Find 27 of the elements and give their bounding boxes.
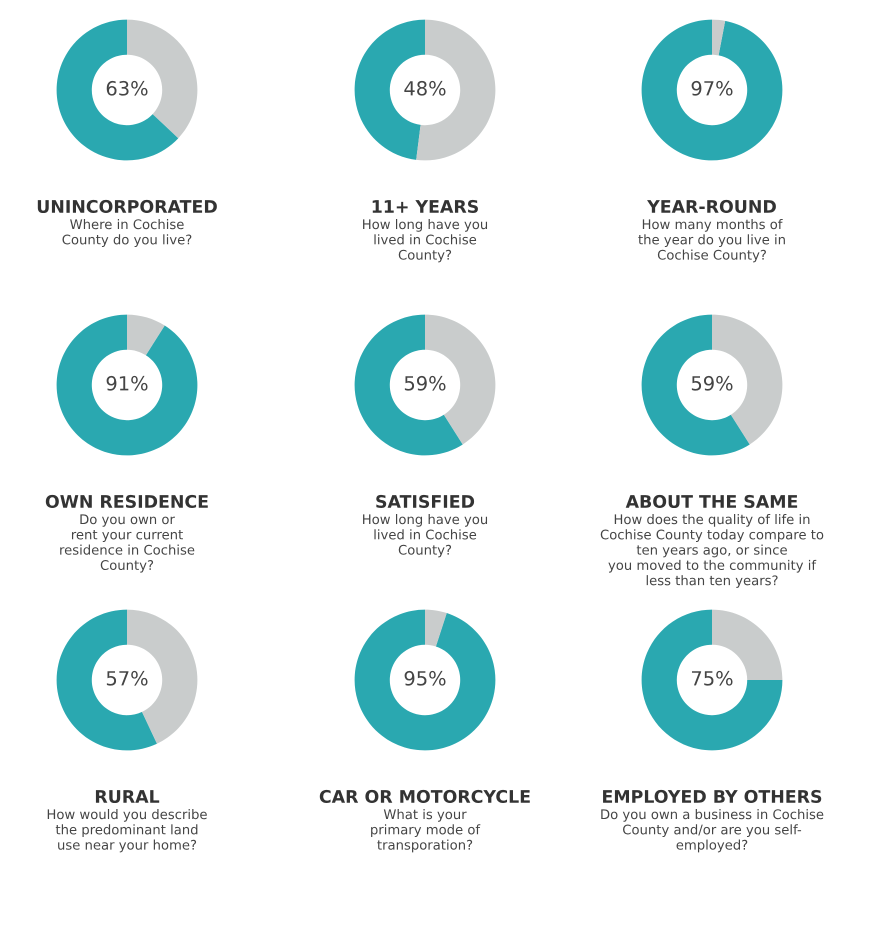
text: RURAL: [96, 790, 160, 804]
text: CAR OR MOTORCYCLE: [320, 790, 530, 804]
data-label: 59%: [404, 376, 446, 391]
text: OWN RESIDENCE: [46, 494, 208, 508]
text: YEAR-ROUND: [647, 200, 776, 214]
text: Where in Cochise County do you live?: [62, 219, 192, 248]
data-label: 75%: [692, 670, 733, 686]
data-label: 59%: [692, 376, 733, 391]
data-label: 57%: [106, 670, 148, 686]
data-label: 91%: [106, 376, 148, 391]
text: ABOUT THE SAME: [626, 494, 798, 508]
text: UNINCORPORATED: [38, 200, 217, 214]
text: How would you describe the predominant land use near your home?: [48, 809, 207, 852]
text: How does the quality of life in Cochise County today compare to ten years ago, or since you moved to the community if less than ten years?: [600, 514, 824, 588]
text: Do you own a business in Cochise County and/or are you self- employed?: [601, 809, 824, 852]
text: 11+ YEARS: [372, 200, 478, 214]
data-label: 63%: [106, 80, 148, 96]
text: What is your primary mode of transporation?: [371, 809, 480, 852]
text: EMPLOYED BY OTHERS: [603, 790, 822, 804]
text: SATISFIED: [376, 494, 474, 508]
text: Do you own or rent your current residence in Cochise County?: [60, 514, 194, 573]
text: How many months of the year do you live in Cochise County?: [638, 219, 785, 262]
text: How long have you lived in Cochise County?: [363, 514, 488, 558]
data-label: 97%: [692, 80, 733, 96]
data-label: 95%: [404, 670, 446, 686]
data-label: 48%: [404, 80, 446, 96]
text: How long have you lived in Cochise County?: [363, 219, 488, 262]
